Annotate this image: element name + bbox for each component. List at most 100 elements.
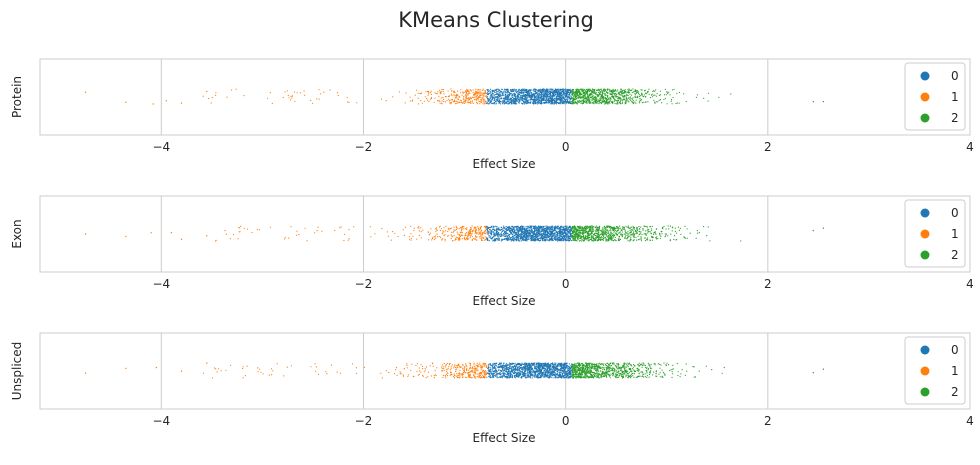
point-cluster-0 — [561, 102, 563, 104]
point-cluster-2 — [594, 96, 596, 98]
point-cluster-1 — [468, 91, 470, 93]
point-cluster-0 — [526, 97, 528, 99]
point-cluster-1 — [455, 96, 457, 99]
point-cluster-2 — [640, 231, 642, 233]
point-cluster-1 — [466, 236, 468, 238]
point-cluster-2 — [674, 230, 677, 233]
point-cluster-2 — [605, 240, 607, 242]
point-cluster-0 — [529, 94, 531, 96]
point-cluster-0 — [548, 93, 550, 95]
point-cluster-2 — [673, 238, 675, 241]
point-cluster-0 — [557, 238, 559, 240]
point-cluster-2 — [587, 231, 589, 233]
point-cluster-1 — [467, 101, 469, 103]
point-cluster-2 — [581, 103, 584, 105]
point-cluster-2 — [593, 103, 595, 105]
point-cluster-2 — [591, 239, 593, 241]
point-cluster-2 — [651, 237, 653, 239]
point-cluster-1 — [450, 234, 452, 236]
point-cluster-0 — [552, 93, 554, 95]
point-cluster-1 — [477, 226, 479, 228]
point-cluster-2 — [602, 95, 604, 97]
point-cluster-2 — [596, 99, 598, 101]
point-cluster-1 — [478, 93, 480, 95]
point-cluster-2 — [647, 228, 649, 230]
point-cluster-2 — [611, 238, 613, 241]
point-cluster-0 — [533, 99, 535, 101]
point-cluster-2 — [626, 91, 629, 93]
point-cluster-0 — [536, 95, 538, 97]
point-cluster-2 — [632, 235, 635, 237]
point-cluster-2 — [629, 227, 631, 229]
point-cluster-2 — [599, 102, 601, 104]
point-cluster-2 — [600, 96, 602, 98]
point-cluster-0 — [502, 92, 504, 95]
point-cluster-2 — [633, 229, 635, 231]
point-cluster-0 — [502, 91, 504, 93]
point-cluster-1 — [463, 96, 465, 98]
point-cluster-0 — [516, 233, 518, 235]
point-cluster-2 — [577, 231, 579, 233]
point-cluster-2 — [630, 234, 633, 236]
point-cluster-2 — [603, 91, 606, 93]
point-cluster-2 — [633, 239, 635, 241]
point-cluster-1 — [419, 93, 421, 95]
point-cluster-2 — [667, 225, 669, 227]
point-cluster-2 — [592, 98, 594, 100]
point-cluster-1 — [461, 234, 463, 236]
point-cluster-1 — [475, 88, 477, 90]
point-cluster-0 — [546, 98, 548, 100]
point-cluster-1 — [442, 88, 444, 91]
point-cluster-0 — [508, 103, 510, 105]
point-cluster-0 — [528, 91, 530, 93]
point-cluster-1 — [479, 89, 481, 91]
point-cluster-2 — [638, 228, 641, 230]
point-cluster-2 — [625, 225, 627, 227]
point-cluster-0 — [538, 235, 540, 237]
point-cluster-1 — [424, 96, 426, 98]
point-cluster-2 — [587, 99, 589, 101]
point-cluster-2 — [616, 103, 619, 105]
point-cluster-2 — [616, 100, 619, 102]
point-cluster-0 — [540, 101, 542, 103]
point-cluster-0 — [535, 230, 537, 232]
point-cluster-1 — [429, 92, 431, 94]
point-cluster-0 — [491, 95, 493, 97]
point-cluster-1 — [441, 239, 443, 241]
point-cluster-0 — [486, 239, 488, 241]
point-cluster-1 — [467, 97, 469, 99]
point-cluster-2 — [667, 93, 669, 95]
point-cluster-0 — [537, 102, 540, 104]
point-cluster-2 — [634, 230, 637, 233]
point-cluster-1 — [329, 89, 331, 91]
point-cluster-0 — [533, 88, 535, 90]
point-cluster-1 — [423, 100, 425, 102]
point-cluster-0 — [513, 97, 515, 100]
point-cluster-1 — [460, 91, 462, 94]
point-cluster-0 — [494, 96, 497, 98]
point-cluster-0 — [524, 90, 526, 92]
point-cluster-2 — [655, 89, 657, 91]
point-cluster-2 — [639, 99, 641, 101]
point-cluster-0 — [536, 91, 538, 93]
point-cluster-1 — [454, 95, 456, 97]
point-cluster-2 — [634, 89, 636, 91]
x-tick-label: −4 — [152, 140, 170, 154]
point-cluster-2 — [627, 100, 629, 102]
point-cluster-0 — [536, 93, 539, 95]
point-cluster-1 — [476, 95, 478, 97]
point-cluster-2 — [654, 102, 656, 104]
point-cluster-0 — [502, 94, 504, 97]
point-cluster-0 — [511, 89, 513, 91]
point-cluster-0 — [533, 93, 535, 95]
point-cluster-2 — [607, 95, 609, 97]
point-cluster-0 — [491, 93, 493, 95]
point-cluster-2 — [648, 88, 650, 90]
point-cluster-1 — [465, 95, 467, 97]
point-cluster-1 — [465, 89, 467, 92]
point-cluster-1 — [480, 234, 482, 236]
point-cluster-1 — [471, 101, 473, 103]
y-axis-label: Protein — [10, 76, 24, 118]
point-cluster-2 — [653, 99, 655, 101]
point-cluster-2 — [601, 227, 604, 229]
